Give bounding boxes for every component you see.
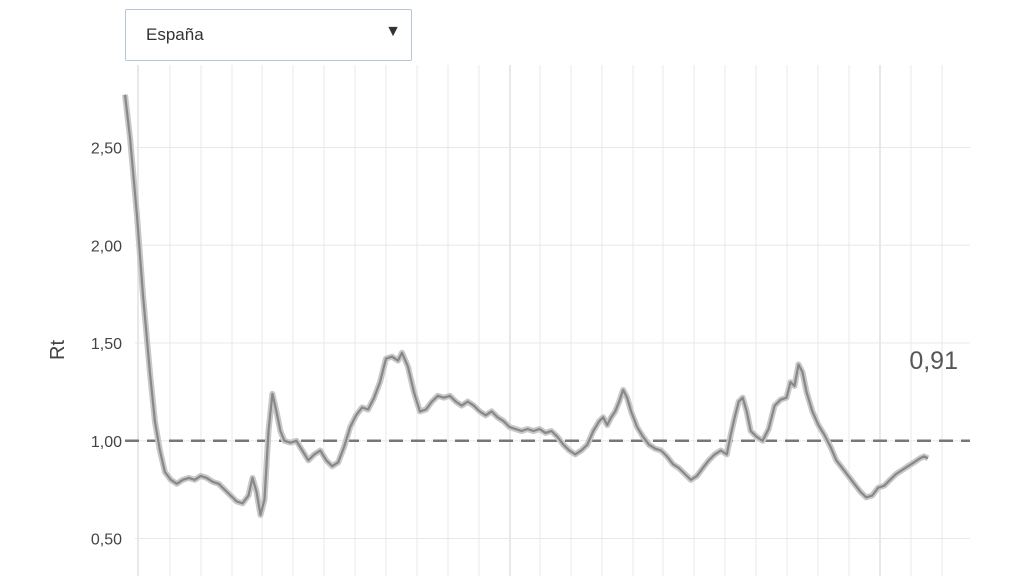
y-tick-label: 1,00: [91, 434, 122, 451]
y-tick-label: 0,50: [91, 532, 122, 549]
y-tick-label: 2,50: [91, 141, 122, 158]
y-tick-label: 1,50: [91, 336, 122, 353]
end-value-label: 0,91: [909, 347, 958, 375]
y-axis-title: Rt: [47, 340, 69, 360]
y-axis-ticks: 0,50 1,00 1,50 2,00 2,50: [91, 141, 122, 549]
y-tick-label: 2,00: [91, 238, 122, 255]
region-select[interactable]: España ▼: [125, 9, 412, 61]
series-line: [123, 94, 929, 517]
triangle-down-icon: ▼: [385, 23, 401, 40]
region-select-value: España: [146, 25, 204, 44]
confidence-band: [122, 94, 930, 518]
